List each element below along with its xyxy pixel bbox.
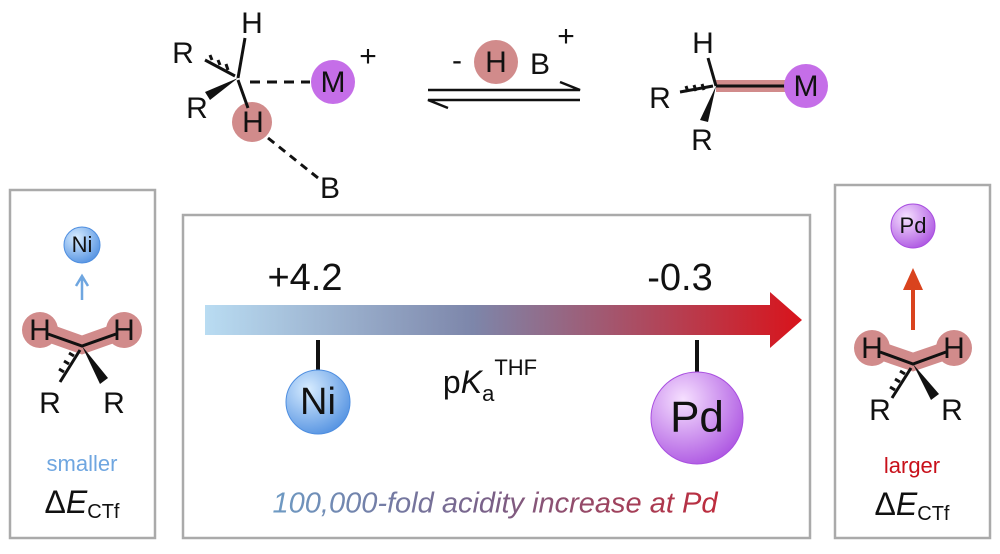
charge: + — [359, 40, 377, 73]
metal: Ni — [300, 381, 336, 423]
atom: R — [39, 387, 61, 420]
energy-label: ΔECTf — [875, 486, 950, 525]
charge: + — [557, 20, 575, 53]
highlight — [474, 40, 518, 84]
wedge-bond — [700, 86, 716, 122]
atom: H — [485, 46, 507, 79]
atom: R — [869, 394, 891, 427]
panel-border — [8, 188, 157, 540]
symbol: E — [66, 484, 88, 520]
wedge-bond — [913, 364, 939, 400]
atom: H — [29, 314, 51, 347]
atom: R — [941, 394, 963, 427]
caption: 100,000-fold acidity increase at Pd — [273, 488, 719, 520]
delta: Δ — [875, 486, 896, 522]
scale-panel: +4.2 -0.3 Ni Pd pKaTHF 100,000-fold acid… — [181, 213, 812, 540]
metal-circle — [650, 371, 744, 465]
atom: B — [530, 48, 550, 81]
highlight — [936, 330, 972, 366]
bond — [236, 79, 250, 109]
reaction: R H R H M + B - H B + H R R M — [172, 7, 828, 205]
highlight — [854, 330, 890, 366]
panel-border — [833, 183, 992, 540]
p: p — [443, 364, 461, 400]
highlight — [106, 312, 142, 348]
label: larger — [884, 453, 940, 478]
metal-circle — [63, 226, 101, 264]
subscript: CTf — [917, 503, 950, 525]
metal-circle — [285, 369, 351, 435]
arrow — [74, 273, 90, 300]
symbol: E — [896, 486, 918, 522]
panel-border — [181, 213, 812, 540]
gradient-arrow — [205, 292, 802, 348]
metal-circle — [784, 64, 828, 108]
dashed-bond — [267, 136, 319, 180]
atom: H — [241, 7, 263, 40]
energy-label: ΔECTf — [45, 484, 120, 523]
value: -0.3 — [647, 257, 712, 299]
delta: Δ — [45, 484, 66, 520]
atom: H — [692, 27, 714, 60]
wedge-bond — [205, 78, 238, 100]
highlight — [232, 102, 272, 142]
hash-bond — [679, 83, 714, 94]
label: smaller — [47, 451, 118, 476]
atom: M — [321, 66, 346, 99]
atom: R — [691, 124, 713, 157]
atom: H — [113, 314, 135, 347]
pka-label: pKaTHF — [443, 355, 537, 406]
bond — [706, 57, 718, 87]
reverse-arrow — [427, 98, 580, 110]
metal-circle — [311, 60, 355, 104]
atom: R — [186, 92, 208, 125]
atom: R — [172, 37, 194, 70]
arrow-head — [903, 268, 923, 290]
atom: H — [943, 332, 965, 365]
right-panel: Pd H H R R larger ΔECTf — [833, 183, 992, 540]
atom: B — [320, 172, 340, 205]
hash-bond — [58, 349, 82, 383]
highlight — [22, 312, 58, 348]
value: +4.2 — [267, 257, 342, 299]
left-panel: Ni H H R R smaller ΔECTf — [8, 188, 157, 540]
atom: R — [103, 387, 125, 420]
forward-arrow — [428, 80, 581, 92]
metal: Ni — [72, 232, 93, 257]
metal: Pd — [670, 393, 724, 442]
bond — [236, 37, 247, 79]
metal-circle — [890, 203, 936, 249]
minus: - — [452, 44, 462, 77]
superscript: THF — [494, 355, 537, 380]
atom: H — [861, 332, 883, 365]
atom: R — [649, 82, 671, 115]
hash-bond — [889, 367, 913, 399]
k: K — [461, 364, 484, 400]
subscript: CTf — [87, 501, 120, 523]
subscript: a — [482, 381, 495, 406]
hash-bond — [204, 54, 236, 78]
atom: H — [242, 106, 264, 139]
atom: M — [794, 70, 819, 103]
wedge-bond — [82, 346, 108, 384]
metal: Pd — [900, 213, 927, 238]
